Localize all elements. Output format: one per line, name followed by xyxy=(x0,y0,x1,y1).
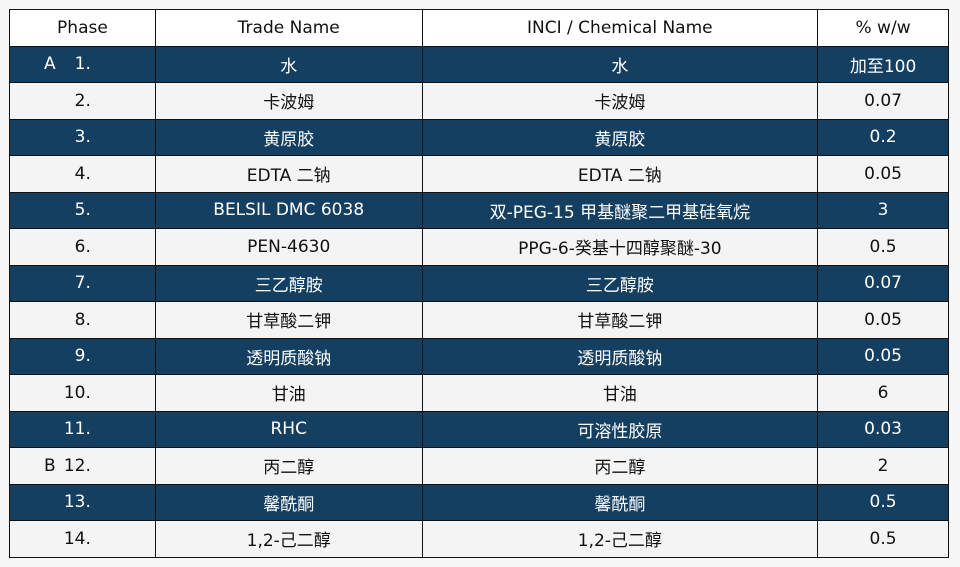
percent-cell: 6 xyxy=(817,374,949,412)
phase-cell: 6. xyxy=(9,228,156,266)
table-row: 13. 馨酰酮 馨酰酮 0.5 xyxy=(9,483,949,521)
inci-name-cell: 甘草酸二钾 xyxy=(421,301,819,339)
table-row: 5. BELSIL DMC 6038 双-PEG-15 甲基醚聚二甲基硅氧烷 3 xyxy=(9,191,949,229)
item-number: 13. xyxy=(63,492,91,513)
trade-name-cell: 水 xyxy=(154,45,423,83)
item-number: 9. xyxy=(74,346,91,367)
phase-cell: 4. xyxy=(9,155,156,193)
percent-cell: 0.07 xyxy=(817,264,949,302)
inci-name-cell: 透明质酸钠 xyxy=(421,337,819,375)
percent-cell: 0.07 xyxy=(817,82,949,120)
table-row: 9. 透明质酸钠 透明质酸钠 0.05 xyxy=(9,337,949,375)
phase-label: A xyxy=(44,54,56,75)
item-number: 5. xyxy=(74,200,91,221)
table-row: 10. 甘油 甘油 6 xyxy=(9,374,949,412)
item-number: 6. xyxy=(74,236,91,257)
phase-label: B xyxy=(44,455,56,476)
header-phase: Phase xyxy=(9,9,156,47)
table-row: A 1. 水水加至100 xyxy=(9,45,949,83)
table-row: 6. PEN-4630 PPG-6-癸基十四醇聚醚-30 0.5 xyxy=(9,228,949,266)
phase-cell: 3. xyxy=(9,118,156,156)
item-number: 11. xyxy=(63,419,91,440)
percent-cell: 0.05 xyxy=(817,301,949,339)
item-number: 3. xyxy=(74,127,91,148)
percent-cell: 0.05 xyxy=(817,155,949,193)
percent-cell: 加至100 xyxy=(817,45,949,83)
item-number: 8. xyxy=(74,309,91,330)
trade-name-cell: BELSIL DMC 6038 xyxy=(154,191,423,229)
phase-cell: 9. xyxy=(9,337,156,375)
inci-name-cell: 甘油 xyxy=(421,374,819,412)
phase-cell: 7. xyxy=(9,264,156,302)
trade-name-cell: 甘油 xyxy=(154,374,423,412)
inci-name-cell: 1,2-己二醇 xyxy=(421,520,819,558)
item-number: 2. xyxy=(74,90,91,111)
inci-name-cell: 水 xyxy=(421,45,819,83)
phase-cell: 5. xyxy=(9,191,156,229)
header-trade-name: Trade Name xyxy=(154,9,423,47)
phase-cell: A 1. xyxy=(9,45,156,83)
phase-cell: 10. xyxy=(9,374,156,412)
trade-name-cell: 黄原胶 xyxy=(154,118,423,156)
trade-name-cell: RHC xyxy=(154,410,423,448)
percent-cell: 0.05 xyxy=(817,337,949,375)
header-inci-name: INCI / Chemical Name xyxy=(421,9,819,47)
trade-name-cell: PEN-4630 xyxy=(154,228,423,266)
trade-name-cell: 三乙醇胺 xyxy=(154,264,423,302)
table-row: B 12. 丙二醇 丙二醇 2 xyxy=(9,447,949,485)
inci-name-cell: EDTA 二钠 xyxy=(421,155,819,193)
inci-name-cell: 可溶性胶原 xyxy=(421,410,819,448)
item-number: 14. xyxy=(63,528,91,549)
percent-cell: 2 xyxy=(817,447,949,485)
table-row: 7. 三乙醇胺 三乙醇胺 0.07 xyxy=(9,264,949,302)
phase-cell: B 12. xyxy=(9,447,156,485)
percent-cell: 3 xyxy=(817,191,949,229)
inci-name-cell: 黄原胶 xyxy=(421,118,819,156)
trade-name-cell: 1,2-己二醇 xyxy=(154,520,423,558)
phase-cell: 2. xyxy=(9,82,156,120)
item-number: 12. xyxy=(63,455,91,476)
inci-name-cell: 卡波姆 xyxy=(421,82,819,120)
item-number: 10. xyxy=(63,382,91,403)
inci-name-cell: 馨酰酮 xyxy=(421,483,819,521)
percent-cell: 0.5 xyxy=(817,228,949,266)
table-row: 11. RHC 可溶性胶原 0.03 xyxy=(9,410,949,448)
table-row: 14. 1,2-己二醇 1,2-己二醇 0.5 xyxy=(9,520,949,558)
header-percent: % w/w xyxy=(817,9,949,47)
percent-cell: 0.5 xyxy=(817,520,949,558)
percent-cell: 0.5 xyxy=(817,483,949,521)
phase-cell: 8. xyxy=(9,301,156,339)
item-number: 7. xyxy=(74,273,91,294)
formulation-table: Phase Trade Name INCI / Chemical Name % … xyxy=(9,9,949,558)
trade-name-cell: 甘草酸二钾 xyxy=(154,301,423,339)
table-row: 8. 甘草酸二钾 甘草酸二钾 0.05 xyxy=(9,301,949,339)
header-row: Phase Trade Name INCI / Chemical Name % … xyxy=(9,9,949,47)
percent-cell: 0.2 xyxy=(817,118,949,156)
table-row: 2. 卡波姆 卡波姆 0.07 xyxy=(9,82,949,120)
phase-cell: 13. xyxy=(9,483,156,521)
inci-name-cell: 双-PEG-15 甲基醚聚二甲基硅氧烷 xyxy=(421,191,819,229)
percent-cell: 0.03 xyxy=(817,410,949,448)
table-row: 4. EDTA 二钠 EDTA 二钠 0.05 xyxy=(9,155,949,193)
inci-name-cell: 三乙醇胺 xyxy=(421,264,819,302)
item-number: 1. xyxy=(74,54,91,75)
trade-name-cell: 丙二醇 xyxy=(154,447,423,485)
table-row: 3. 黄原胶 黄原胶 0.2 xyxy=(9,118,949,156)
item-number: 4. xyxy=(74,163,91,184)
trade-name-cell: 馨酰酮 xyxy=(154,483,423,521)
phase-cell: 14. xyxy=(9,520,156,558)
trade-name-cell: 卡波姆 xyxy=(154,82,423,120)
trade-name-cell: EDTA 二钠 xyxy=(154,155,423,193)
inci-name-cell: PPG-6-癸基十四醇聚醚-30 xyxy=(421,228,819,266)
inci-name-cell: 丙二醇 xyxy=(421,447,819,485)
trade-name-cell: 透明质酸钠 xyxy=(154,337,423,375)
phase-cell: 11. xyxy=(9,410,156,448)
